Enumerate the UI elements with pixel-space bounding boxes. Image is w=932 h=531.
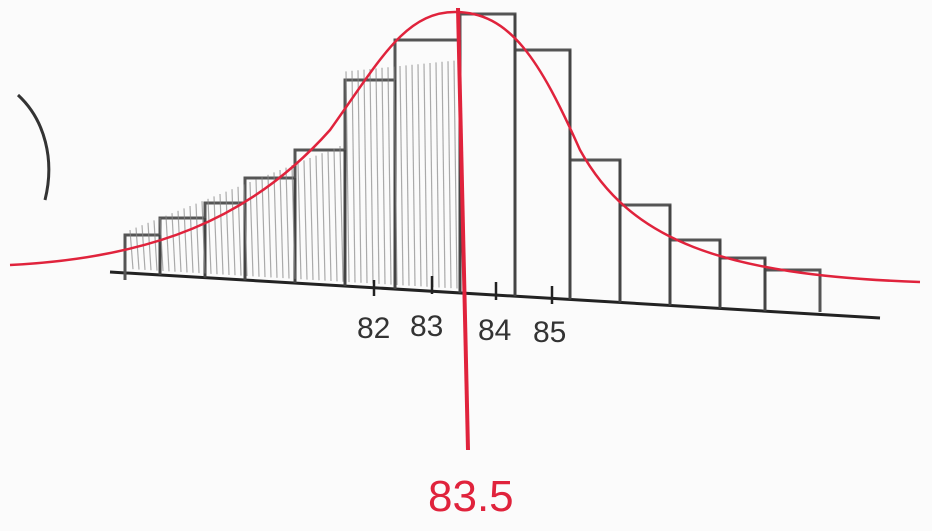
hatch-line — [400, 66, 403, 285]
hatch-line — [166, 216, 169, 272]
hatch-line — [352, 71, 355, 283]
hatch-line — [448, 61, 451, 288]
hatch-line — [196, 204, 199, 274]
hatch-line — [328, 151, 331, 281]
hatch-line — [418, 64, 421, 286]
axis-label: 84 — [478, 314, 511, 348]
hatch-line — [142, 225, 145, 270]
hatch-line — [262, 177, 265, 277]
hatch-line — [268, 175, 271, 278]
hatch-line — [322, 153, 325, 280]
hatch-line — [454, 61, 457, 289]
hatch-line — [220, 194, 223, 275]
hatch-line — [214, 196, 217, 274]
hatch-line — [280, 170, 283, 278]
hatch-line — [370, 69, 373, 284]
hatch-line — [310, 158, 313, 280]
hatch-line — [208, 199, 211, 274]
sketch-drawing — [0, 0, 932, 531]
mean-label: 83.5 — [428, 472, 514, 522]
hatch-line — [382, 68, 385, 284]
hatch-line — [358, 70, 361, 283]
axis-label: 82 — [357, 312, 390, 346]
hatch-line — [172, 213, 175, 272]
sketch-page: 82 83 84 85 83.5 — [0, 0, 932, 531]
hatch-line — [340, 146, 343, 282]
hatch-line — [364, 70, 367, 284]
hatch-line — [274, 172, 277, 277]
hatch-line — [304, 160, 307, 279]
hatch-line — [436, 62, 439, 287]
axis-label: 85 — [533, 316, 566, 350]
hatch-line — [190, 206, 193, 273]
bracket-stroke — [18, 95, 49, 200]
hatch-line — [286, 168, 289, 279]
hatch-line — [316, 156, 319, 281]
hatch-line — [178, 211, 181, 272]
hatch-line — [430, 63, 433, 287]
axis-label: 83 — [410, 310, 443, 344]
hatch-line — [388, 67, 391, 284]
hatch-line — [298, 163, 301, 279]
hatch-line — [376, 68, 379, 283]
hatch-line — [334, 148, 337, 281]
hatch-line — [406, 65, 409, 285]
hatch-line — [412, 65, 415, 286]
hatch-line — [148, 223, 151, 270]
hatch-line — [154, 220, 157, 270]
hatch-line — [442, 62, 445, 288]
hatch-line — [424, 64, 427, 287]
hatch-line — [238, 187, 241, 276]
